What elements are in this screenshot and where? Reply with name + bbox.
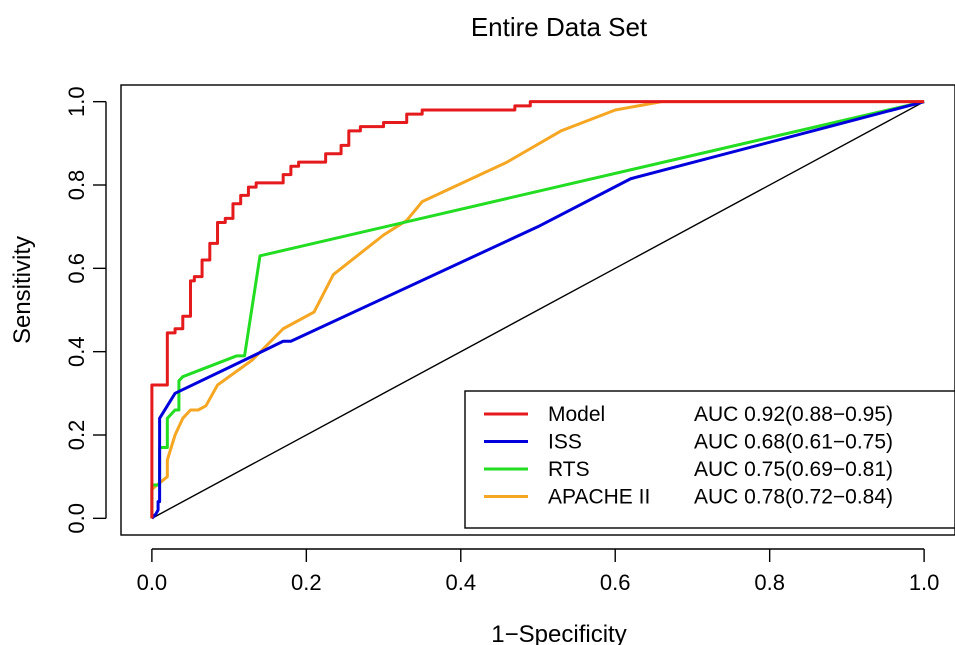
x-axis: 0.0 0.2 0.4 0.6 0.8 1.0: [137, 548, 940, 595]
y-tick-label: 1.0: [64, 86, 89, 117]
legend-auc-label: AUC 0.68(0.61−0.75): [694, 431, 893, 454]
chart-title: Entire Data Set: [471, 12, 648, 42]
x-axis-label: 1−Specificity: [491, 621, 626, 645]
legend-box: [464, 390, 955, 529]
plot-frame: [120, 84, 955, 536]
legend: Model AUC 0.92(0.88−0.95) ISS AUC 0.68(0.61…: [464, 390, 955, 529]
legend-series-name: RTS: [548, 458, 590, 481]
series-line-model: [150, 100, 925, 519]
legend-auc-label: AUC 0.78(0.72−0.84): [694, 486, 893, 509]
legend-auc-label: AUC 0.92(0.88−0.95): [694, 403, 893, 426]
x-tick-label: 0.4: [445, 570, 476, 595]
y-tick-label: 0.6: [64, 253, 89, 284]
roc-curves-group: [150, 100, 925, 520]
legend-series-name: Model: [548, 403, 605, 426]
reference-diagonal-line: [151, 101, 925, 519]
reference-diagonal-group: [151, 101, 925, 519]
y-tick-label: 0.0: [64, 503, 89, 534]
x-tick-label: 1.0: [909, 570, 940, 595]
x-tick-label: 0.6: [600, 570, 631, 595]
x-tick-label: 0.8: [754, 570, 785, 595]
x-tick-label: 0.0: [137, 570, 168, 595]
series-line-apache-ii: [150, 100, 925, 519]
legend-series-name: ISS: [548, 431, 582, 454]
legend-series-name: APACHE II: [548, 486, 650, 509]
legend-auc-label: AUC 0.75(0.69−0.81): [694, 458, 893, 481]
y-axis: 0.0 0.2 0.4 0.6 0.8 1.0: [64, 86, 107, 534]
series-line-iss: [150, 100, 925, 520]
y-axis-label: Sensitivity: [9, 236, 36, 344]
y-tick-label: 0.8: [64, 170, 89, 201]
x-tick-label: 0.2: [291, 570, 322, 595]
y-tick-label: 0.2: [64, 420, 89, 451]
y-tick-label: 0.4: [64, 336, 89, 367]
